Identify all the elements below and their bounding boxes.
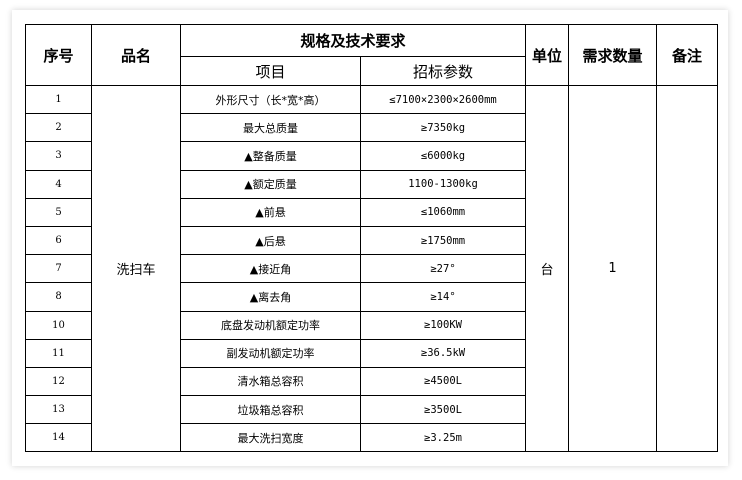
- table-row: 6 ▲后悬 ≥1750mm: [25, 225, 718, 256]
- spec-item: 底盘发动机额定功率: [180, 310, 361, 340]
- table-row: 5 ▲前悬 ≤1060mm: [25, 197, 718, 227]
- row-number: 5: [25, 197, 92, 227]
- table-row: 13 垃圾箱总容积 ≥3500L: [25, 395, 718, 425]
- row-number: 12: [25, 366, 92, 397]
- header-item: 项目: [180, 56, 361, 86]
- header-name: 品名: [91, 24, 181, 86]
- header-row: 序号 品名 规格及技术要求 单位 需求数量 备注: [25, 24, 719, 86]
- spec-param: ≥3.25m: [359, 423, 527, 453]
- spec-item: 外形尺寸（长*宽*高）: [180, 84, 361, 115]
- table-row: 4 ▲额定质量 1100-1300kg: [25, 169, 718, 199]
- spec-param: ≥100KW: [359, 310, 527, 340]
- table-row: 1 洗扫车 外形尺寸（长*宽*高） ≤7100×2300×2600mm 台 1: [25, 84, 719, 453]
- spec-param: ≥36.5kW: [359, 338, 527, 368]
- spec-item: ▲前悬: [180, 197, 361, 227]
- row-number: 7: [25, 254, 92, 284]
- spec-param: ≥14°: [359, 282, 527, 312]
- row-number: 3: [25, 141, 92, 171]
- table-row: 7 ▲接近角 ≥27°: [25, 254, 718, 284]
- spec-param: ≤6000kg: [359, 141, 527, 171]
- row-number: 6: [25, 225, 92, 256]
- table-row: 2 最大总质量 ≥7350kg: [25, 113, 718, 143]
- spec-param: ≥7350kg: [359, 113, 527, 143]
- product-name: 洗扫车: [91, 84, 181, 453]
- spec-param: ≤1060mm: [359, 197, 527, 227]
- table-row: 12 清水箱总容积 ≥4500L: [25, 366, 718, 397]
- spec-item: ▲整备质量: [180, 141, 361, 171]
- subheader-row: 项目 招标参数: [26, 56, 718, 86]
- row-number: 14: [25, 423, 92, 453]
- spec-item: 垃圾箱总容积: [180, 395, 361, 425]
- table-row: 11 副发动机额定功率 ≥36.5kW: [25, 338, 718, 368]
- header-spec: 规格及技术要求: [179, 24, 527, 57]
- spec-table: 序号 品名 规格及技术要求 单位 需求数量 备注 项目 招标参数 1 洗扫车 外形尺…: [25, 24, 719, 453]
- spec-param: ≥27°: [359, 254, 527, 284]
- header-qty: 需求数量: [568, 24, 658, 86]
- spec-item: 清水箱总容积: [180, 366, 361, 397]
- spec-item: ▲接近角: [180, 254, 361, 284]
- spec-item: ▲后悬: [180, 225, 361, 256]
- spec-item: 最大总质量: [180, 113, 361, 143]
- spec-item: ▲离去角: [180, 282, 361, 312]
- table-row: 8 ▲离去角 ≥14°: [25, 282, 718, 312]
- row-number: 11: [25, 338, 92, 368]
- row-number: 2: [25, 113, 92, 143]
- spec-param: 1100-1300kg: [359, 169, 527, 199]
- table-row: 3 ▲整备质量 ≤6000kg: [25, 141, 718, 171]
- header-unit: 单位: [525, 24, 570, 86]
- unit-cell: 台: [525, 84, 570, 453]
- spec-item: 副发动机额定功率: [180, 338, 361, 368]
- row-number: 1: [25, 84, 92, 115]
- header-note: 备注: [656, 24, 719, 86]
- table-row: 14 最大洗扫宽度 ≥3.25m: [25, 423, 718, 453]
- note-cell: [656, 84, 719, 453]
- spec-item: 最大洗扫宽度: [180, 423, 361, 453]
- row-number: 13: [25, 395, 92, 425]
- header-param: 招标参数: [359, 56, 527, 86]
- spec-param: ≥4500L: [359, 366, 527, 397]
- spec-param: ≤7100×2300×2600mm: [359, 84, 527, 115]
- spec-item: ▲额定质量: [180, 169, 361, 199]
- header-seq: 序号: [25, 24, 92, 86]
- spec-param: ≥1750mm: [359, 225, 527, 256]
- row-number: 8: [25, 282, 92, 312]
- row-number: 4: [25, 169, 92, 199]
- spec-param: ≥3500L: [359, 395, 527, 425]
- qty-cell: 1: [568, 84, 658, 453]
- row-number: 10: [25, 310, 92, 340]
